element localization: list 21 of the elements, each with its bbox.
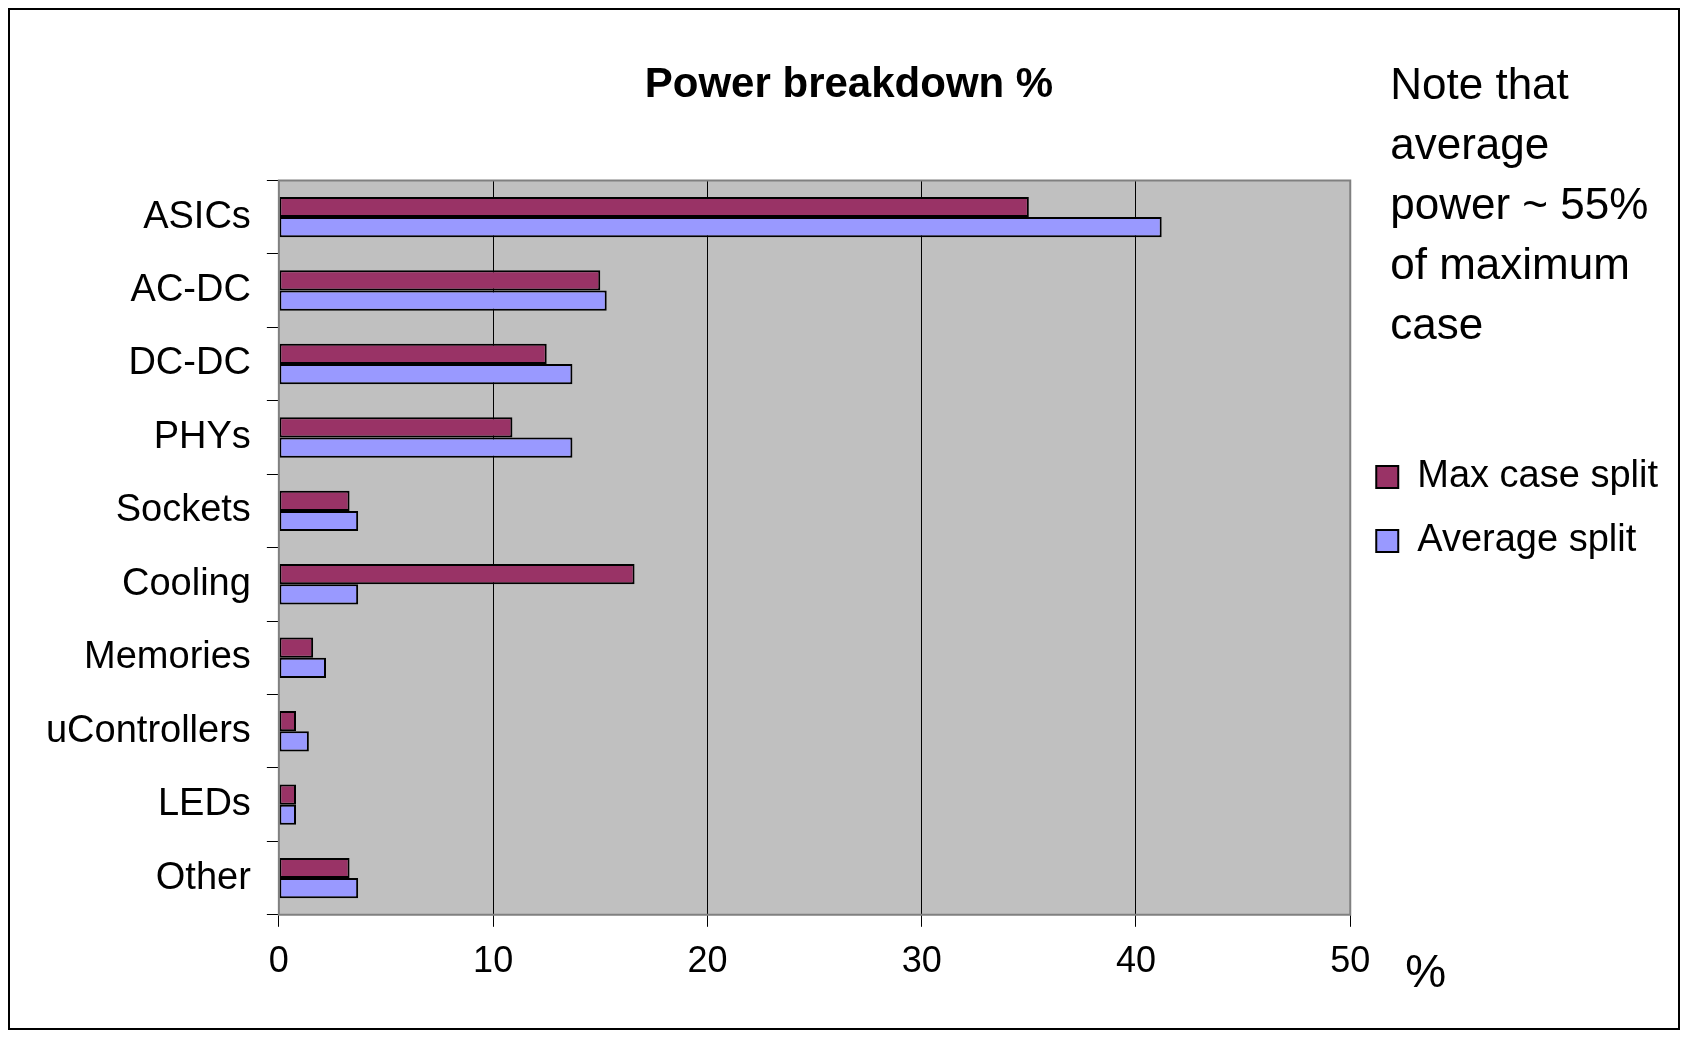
y-tick-label: Cooling [121, 560, 251, 603]
y-tick-label: PHYs [153, 413, 251, 456]
legend-label: Max case split [1417, 453, 1659, 496]
x-tick-label: 20 [687, 939, 728, 981]
y-tick-label: uControllers [45, 707, 251, 750]
x-tick-label: 40 [1115, 939, 1156, 981]
x-axis-title: % [1405, 945, 1447, 998]
x-tick-label: 30 [901, 939, 942, 981]
x-tick-label: 0 [268, 939, 289, 981]
x-tick-label: 10 [473, 939, 514, 981]
y-tick-label: Memories [84, 634, 251, 677]
y-tick-label: ASICs [143, 193, 251, 236]
legend-label: Average split [1417, 517, 1637, 560]
text: Note that average power ~ 55% of maximum case [1390, 59, 1649, 349]
y-tick-label: Other [155, 854, 252, 897]
y-tick-label: AC-DC [130, 267, 251, 310]
x-tick-label: 50 [1330, 939, 1371, 981]
y-tick-label: Sockets [115, 487, 251, 530]
y-tick-label: LEDs [157, 781, 251, 824]
chart-title: Power breakdown % [644, 58, 1054, 106]
y-tick-label: DC-DC [128, 340, 251, 383]
